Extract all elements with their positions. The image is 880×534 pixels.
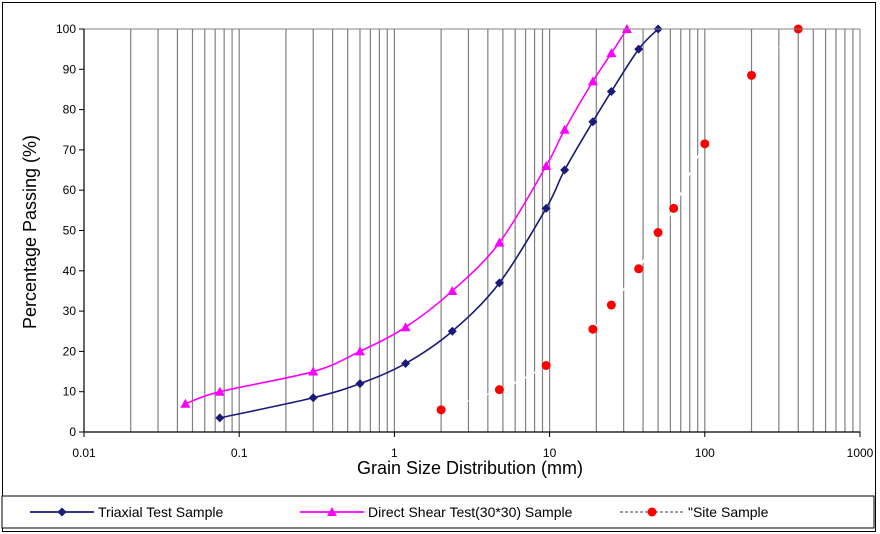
- data-point: [308, 366, 319, 376]
- data-point: [541, 361, 551, 371]
- data-point: [541, 161, 552, 171]
- x-axis-title: Grain Size Distribution (mm): [357, 458, 583, 478]
- legend-marker: [647, 507, 657, 517]
- y-tick-label: 50: [63, 224, 77, 238]
- x-tick-label: 0.01: [72, 446, 96, 460]
- y-tick-label: 40: [63, 264, 77, 278]
- y-tick-label: 20: [63, 344, 77, 358]
- data-point: [447, 285, 458, 295]
- legend-marker: [57, 507, 67, 517]
- y-tick-label: 90: [63, 62, 77, 76]
- data-point: [588, 324, 598, 334]
- gridlines: [130, 29, 854, 432]
- x-tick-label: 1000: [847, 446, 874, 460]
- data-point: [494, 278, 504, 288]
- data-point: [634, 44, 644, 54]
- data-point: [560, 165, 570, 175]
- x-tick-label: 100: [695, 446, 715, 460]
- plot-area: [84, 29, 860, 432]
- axes: 0 10 20 30 40 50 60 70 80 90 100 0.01 0.1 1 10 100 1000: [56, 22, 874, 460]
- data-point: [588, 117, 598, 127]
- y-axis-title: Percentage Passing (%): [20, 135, 40, 329]
- series-2: [180, 24, 632, 408]
- y-tick-label: 80: [63, 103, 77, 117]
- series-3: [436, 24, 803, 415]
- legend: Triaxial Test Sample Direct Shear Test(30…: [1, 495, 875, 529]
- x-tick-label: 1: [391, 446, 398, 460]
- data-point: [447, 326, 457, 336]
- legend-item-1: Triaxial Test Sample: [30, 504, 223, 520]
- y-tick-label: 60: [63, 183, 77, 197]
- data-point: [494, 385, 504, 395]
- data-point: [606, 300, 616, 310]
- series-1: [215, 24, 663, 423]
- data-point: [215, 413, 225, 423]
- data-point: [606, 48, 617, 58]
- data-point: [436, 405, 446, 415]
- y-tick-label: 30: [63, 304, 77, 318]
- data-point: [401, 358, 411, 368]
- data-point: [180, 398, 191, 408]
- data-point: [634, 264, 644, 274]
- data-point: [606, 86, 616, 96]
- y-tick-label: 0: [69, 425, 76, 439]
- data-point: [747, 70, 757, 80]
- plot-background: [84, 29, 860, 432]
- data-point: [587, 76, 598, 86]
- data-point: [494, 237, 505, 247]
- x-tick-label: 10: [543, 446, 557, 460]
- x-tick-label: 0.1: [231, 446, 248, 460]
- series-layer: [180, 24, 803, 423]
- data-point: [308, 393, 318, 403]
- legend-label: Direct Shear Test(30*30) Sample: [368, 504, 573, 520]
- data-point: [541, 203, 551, 213]
- data-point: [355, 379, 365, 389]
- data-point: [669, 203, 679, 213]
- data-point: [354, 346, 365, 356]
- y-tick-label: 70: [63, 143, 77, 157]
- legend-item-3: "Site Sample: [620, 504, 769, 520]
- legend-item-2: Direct Shear Test(30*30) Sample: [300, 504, 573, 520]
- data-point: [214, 386, 225, 396]
- series-line: [440, 28, 799, 411]
- data-point: [400, 322, 411, 332]
- data-point: [559, 124, 570, 134]
- data-point: [653, 228, 663, 238]
- legend-label: Triaxial Test Sample: [98, 504, 223, 520]
- legend-marker: [327, 507, 337, 516]
- y-tick-label: 100: [56, 22, 76, 36]
- y-tick-label: 10: [63, 385, 77, 399]
- legend-label: "Site Sample: [688, 504, 769, 520]
- data-point: [700, 139, 710, 149]
